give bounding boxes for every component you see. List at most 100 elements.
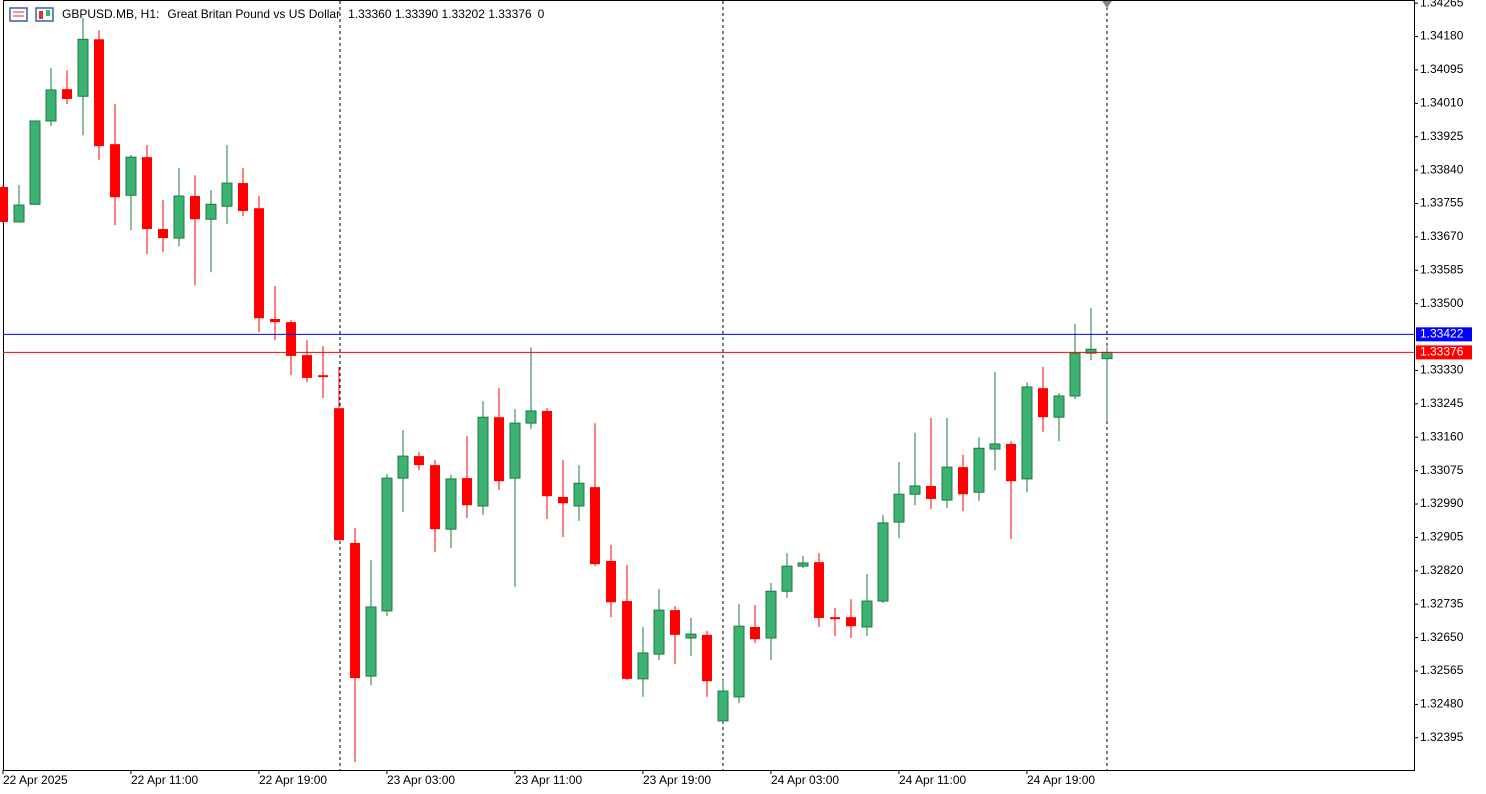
candle-body xyxy=(62,89,72,99)
candle-body xyxy=(814,562,824,618)
y-tick-label: 1.32650 xyxy=(1420,630,1464,644)
candle-body xyxy=(173,195,185,239)
x-tick-label: 24 Apr 03:00 xyxy=(771,773,839,787)
header: GBPUSD.MB, H1: Great Britan Pound vs US D… xyxy=(62,7,545,21)
price-label-box xyxy=(1416,345,1472,360)
candle-body xyxy=(525,410,537,424)
candle-body xyxy=(445,478,457,530)
y-tick-label: 1.33245 xyxy=(1420,396,1464,410)
candle-body xyxy=(142,157,152,230)
candle-body xyxy=(158,229,168,239)
candle-body xyxy=(989,443,1001,450)
y-tick-label: 1.34095 xyxy=(1420,62,1464,76)
y-tick-label: 1.33075 xyxy=(1420,463,1464,477)
candle-body xyxy=(381,477,393,612)
y-tick-label: 1.33670 xyxy=(1420,229,1464,243)
y-tick-label: 1.33755 xyxy=(1420,196,1464,210)
candle-body xyxy=(653,609,665,655)
candle-body xyxy=(606,561,616,603)
y-tick-label: 1.34180 xyxy=(1420,29,1464,43)
candle-body xyxy=(846,617,856,627)
candle-body xyxy=(750,627,760,640)
description: Great Britan Pound vs US Dollar xyxy=(167,7,340,21)
candle-body xyxy=(205,203,217,220)
y-tick-label: 1.33160 xyxy=(1420,429,1464,443)
price-label-box xyxy=(1416,327,1472,342)
icon xyxy=(39,11,43,19)
candle-body xyxy=(797,562,809,567)
candle-body xyxy=(221,182,233,207)
candle-body xyxy=(270,319,280,323)
candle-body xyxy=(1021,386,1033,480)
y-tick-label: 1.34265 xyxy=(1420,0,1464,9)
candle-body xyxy=(318,375,328,378)
candle-body xyxy=(830,617,840,620)
icon xyxy=(9,7,28,22)
candle-body xyxy=(414,456,424,466)
candle-body xyxy=(110,144,120,198)
symbol: GBPUSD.MB, H1: xyxy=(62,7,159,21)
header-icons xyxy=(9,7,54,22)
x-tick-label: 22 Apr 19:00 xyxy=(259,773,327,787)
candle-body xyxy=(1069,352,1081,397)
candle-body xyxy=(702,634,712,682)
icon xyxy=(46,10,50,16)
quote: 1.33360 1.33390 1.33202 1.33376 xyxy=(348,7,532,21)
y-tick-label: 1.32820 xyxy=(1420,563,1464,577)
candle-body xyxy=(509,422,521,479)
icon xyxy=(35,7,54,22)
candle-body xyxy=(430,465,440,530)
candle-body xyxy=(1101,351,1113,360)
y-tick-label: 1.33925 xyxy=(1420,129,1464,143)
candle-body xyxy=(350,542,360,679)
shift-marker xyxy=(1102,1,1112,8)
x-tick-label: 24 Apr 11:00 xyxy=(899,773,966,787)
candle-body xyxy=(1006,443,1016,482)
candle-body xyxy=(334,408,344,541)
candle-body xyxy=(573,482,585,507)
candle-body xyxy=(397,455,409,479)
x-tick-label: 23 Apr 19:00 xyxy=(643,773,711,787)
candle-body xyxy=(733,625,745,698)
candle-body xyxy=(125,156,137,196)
candle-body xyxy=(909,485,921,495)
candle-body xyxy=(238,183,248,211)
candle-body xyxy=(477,416,489,507)
candle-body xyxy=(462,478,472,506)
candle-body xyxy=(94,39,104,147)
candle-body xyxy=(542,410,552,497)
candle-body xyxy=(590,487,600,565)
x-tick-label: 24 Apr 19:00 xyxy=(1027,773,1095,787)
y-tick-label: 1.32990 xyxy=(1420,496,1464,510)
candle-body xyxy=(941,466,953,501)
x-tick-label: 22 Apr 2025 xyxy=(3,773,68,787)
candle-body xyxy=(1053,395,1065,418)
candle-body xyxy=(190,196,200,220)
candle-body xyxy=(77,38,89,97)
candle-body xyxy=(685,633,697,639)
candle-body xyxy=(45,89,57,122)
x-tick-label: 22 Apr 11:00 xyxy=(131,773,198,787)
y-tick-label: 1.32565 xyxy=(1420,663,1464,677)
y-tick-label: 1.32395 xyxy=(1420,730,1464,744)
candle-body xyxy=(29,120,41,205)
candle-body xyxy=(494,417,504,482)
y-tick-label: 1.32735 xyxy=(1420,596,1464,610)
candle-body xyxy=(861,600,873,628)
y-tick-label: 1.33585 xyxy=(1420,262,1464,276)
y-tick-label: 1.34010 xyxy=(1420,95,1464,109)
candle-body xyxy=(877,522,889,602)
candle-body xyxy=(1085,348,1097,354)
candle-body xyxy=(717,690,729,722)
candle-body xyxy=(781,565,793,592)
y-tick-label: 1.33330 xyxy=(1420,363,1464,377)
price-label: 1.33376 xyxy=(1420,345,1464,359)
candle-body xyxy=(958,467,968,495)
y-tick-label: 1.32480 xyxy=(1420,697,1464,711)
y-tick-label: 1.32905 xyxy=(1420,530,1464,544)
candle-body xyxy=(1038,388,1048,418)
candle-body xyxy=(0,187,8,222)
price-label: 1.33422 xyxy=(1420,326,1464,340)
candle-body xyxy=(286,322,296,356)
